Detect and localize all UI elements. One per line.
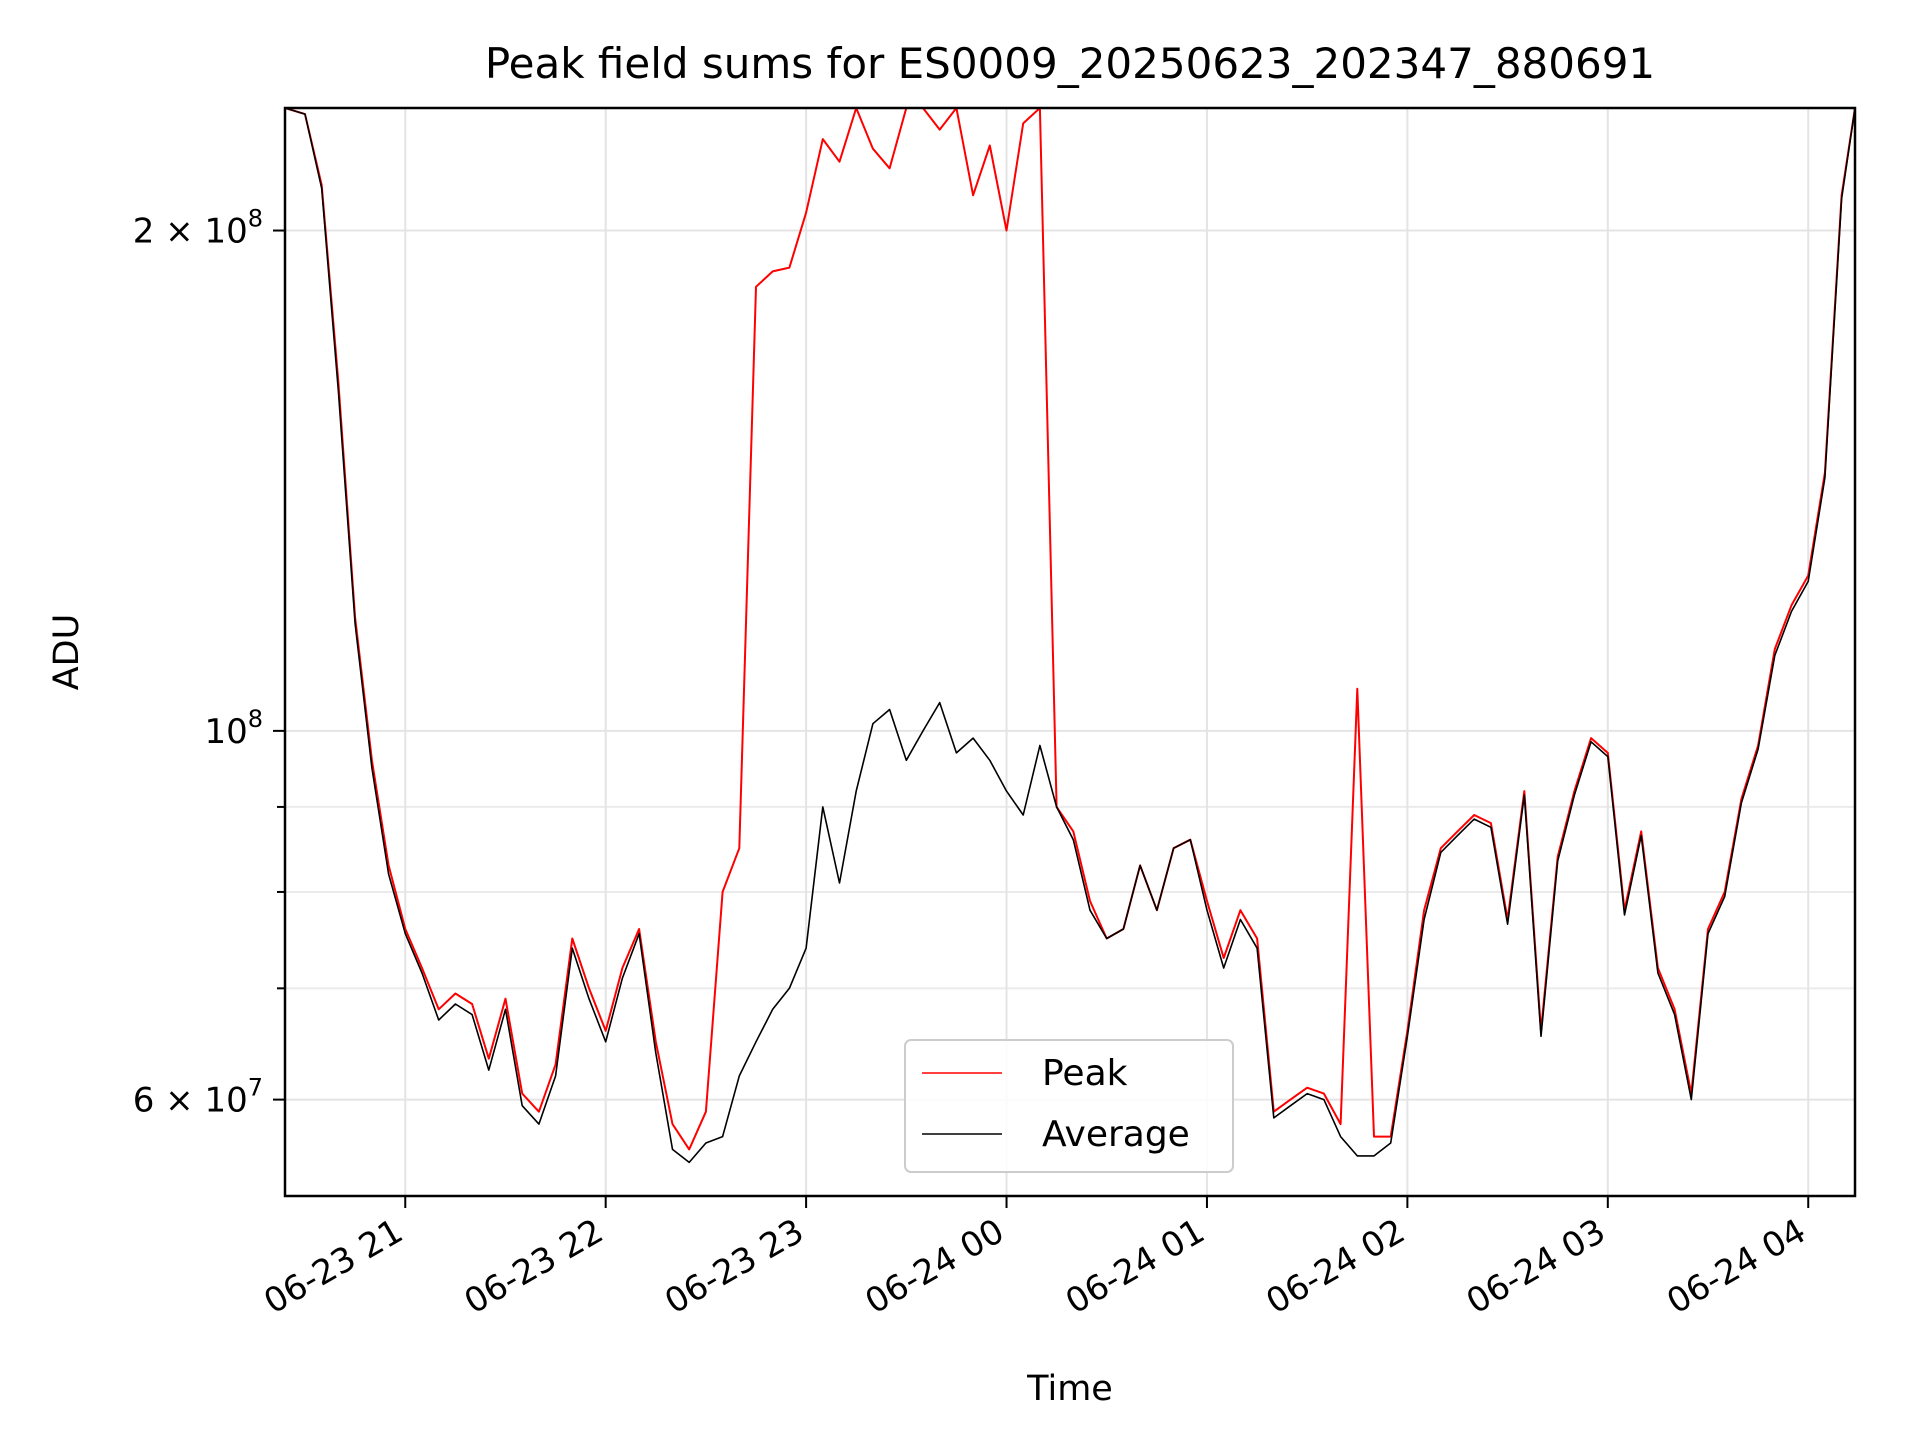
y-axis: 6 × 107 108 2 × 108 (133, 205, 285, 1121)
y-axis-label: ADU (47, 614, 87, 691)
chart-title: Peak field sums for ES0009_20250623_2023… (485, 39, 1655, 88)
x-axis-label: Time (1026, 1369, 1113, 1409)
plot-frame (283, 106, 1857, 1198)
series-line-peak (284, 107, 1856, 1151)
y-tick-label: 108 (204, 705, 263, 752)
y-tick-label: 6 × 107 (133, 1074, 263, 1121)
grid (285, 108, 1855, 1196)
y-tick-label: 2 × 108 (133, 205, 263, 252)
legend-label-peak: Peak (1042, 1053, 1128, 1094)
legend: Peak Average (904, 1039, 1234, 1173)
plot-series (284, 107, 1856, 1164)
legend-label-average: Average (1042, 1114, 1190, 1155)
series-line-average (284, 107, 1856, 1164)
